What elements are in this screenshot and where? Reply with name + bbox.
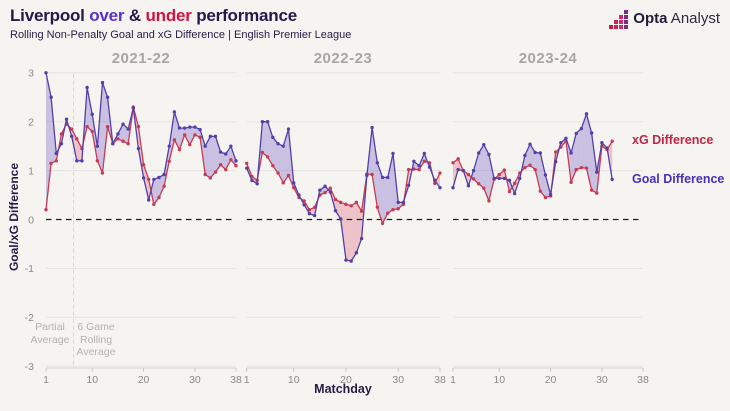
- chart-panel-2021-22: 1 10 20 30 38: [43, 71, 242, 386]
- logo-text-opta: Opta: [633, 10, 668, 27]
- page-title: Liverpool over & under performance: [10, 6, 297, 26]
- svg-text:0: 0: [28, 214, 34, 226]
- svg-text:20: 20: [340, 374, 352, 386]
- title-team: Liverpool: [10, 6, 90, 25]
- svg-text:20: 20: [138, 374, 150, 386]
- svg-text:10: 10: [493, 374, 505, 386]
- title-performance: performance: [191, 6, 298, 25]
- season-label-2023-24: 2023-24: [518, 50, 578, 67]
- svg-text:1: 1: [28, 165, 34, 177]
- title-over: over: [89, 6, 125, 25]
- svg-text:2: 2: [28, 117, 34, 129]
- svg-text:-2: -2: [25, 312, 34, 324]
- svg-text:20: 20: [545, 374, 557, 386]
- page-subtitle: Rolling Non-Penalty Goal and xG Differen…: [10, 29, 352, 41]
- svg-text:30: 30: [392, 374, 404, 386]
- svg-text:3: 3: [28, 68, 34, 80]
- bar-chart-squares-icon: [609, 8, 629, 29]
- chart-panel-2023-24: 1 10 20 30 38: [450, 72, 649, 386]
- svg-text:-1: -1: [25, 263, 34, 275]
- opta-analyst-logo: Opta Analyst: [609, 8, 720, 29]
- svg-text:30: 30: [189, 374, 201, 386]
- annotation-6-game-rolling-average: 6 Game Rolling Average: [76, 321, 116, 358]
- x-axis-label-matchday: Matchday: [314, 382, 372, 396]
- logo-text-analyst: Analyst: [667, 10, 720, 27]
- title-amp: &: [124, 6, 146, 25]
- annotation-partial-average: Partial Average: [30, 321, 70, 346]
- logo-text: Opta Analyst: [633, 10, 720, 27]
- y-axis-ticks: 3 2 1 0 -1 -2 -3: [25, 68, 35, 373]
- svg-text:-3: -3: [25, 361, 34, 373]
- svg-text:10: 10: [86, 374, 98, 386]
- legend-goal-difference: Goal Difference: [632, 172, 725, 186]
- title-under: under: [145, 6, 192, 25]
- svg-text:30: 30: [596, 374, 608, 386]
- season-label-2022-23: 2022-23: [313, 50, 373, 67]
- chart-panel-2022-23: 1 10 20 30 38: [244, 72, 446, 386]
- svg-text:38: 38: [230, 374, 242, 386]
- season-label-2021-22: 2021-22: [111, 50, 171, 67]
- y-axis-label-goal-xg-difference: Goal/xG Difference: [7, 162, 21, 272]
- svg-text:1: 1: [43, 374, 49, 386]
- svg-text:38: 38: [434, 374, 446, 386]
- svg-text:10: 10: [288, 374, 300, 386]
- svg-text:1: 1: [450, 374, 456, 386]
- svg-text:38: 38: [637, 374, 649, 386]
- svg-text:1: 1: [244, 374, 250, 386]
- legend-xg-difference: xG Difference: [632, 133, 714, 147]
